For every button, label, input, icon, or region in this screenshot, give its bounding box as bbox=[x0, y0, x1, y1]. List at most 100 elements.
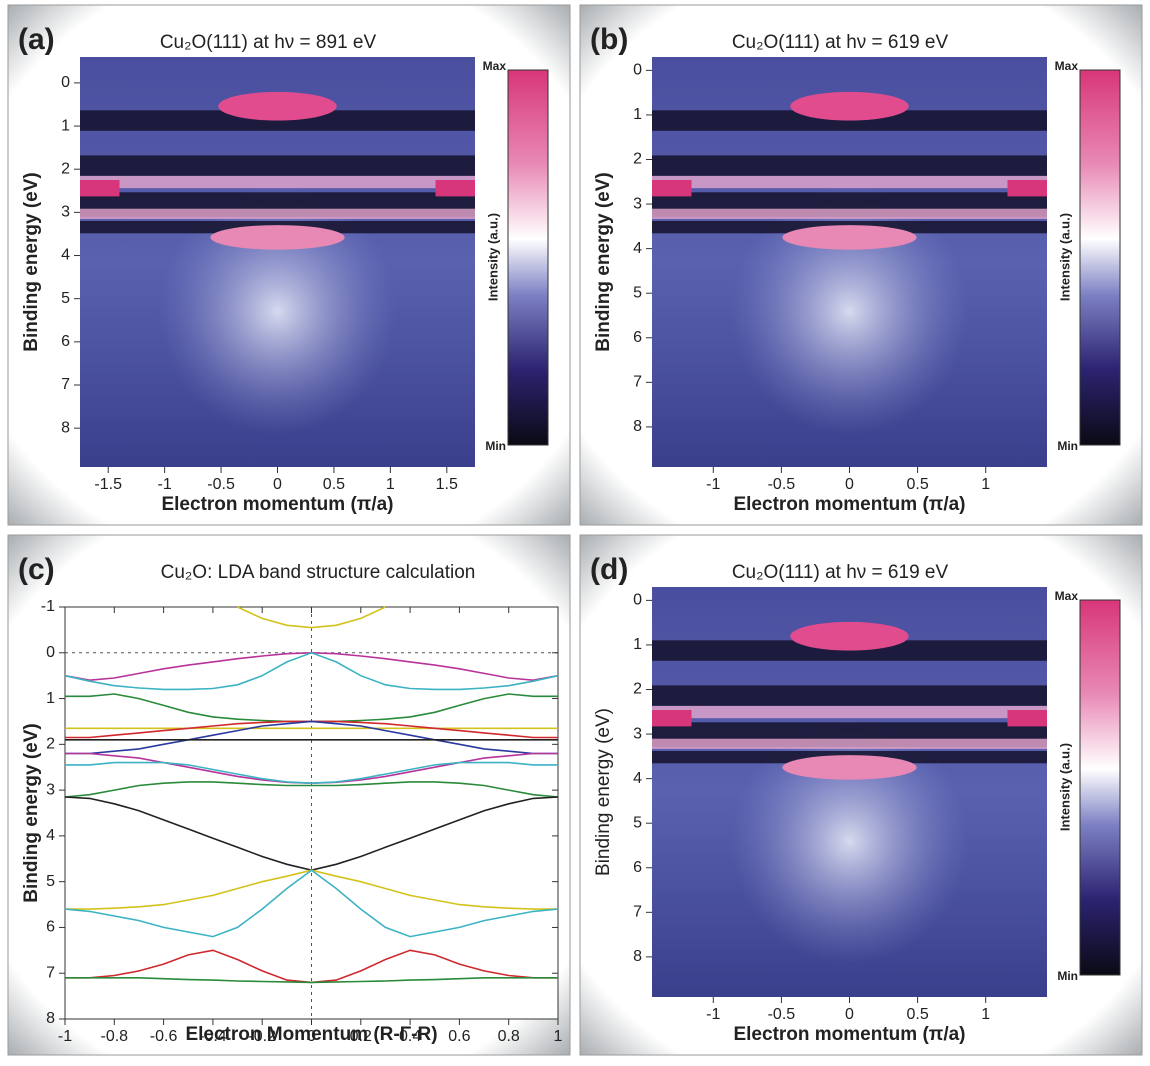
intensity-band bbox=[652, 705, 1047, 719]
y-tick-label: 8 bbox=[633, 418, 642, 435]
chart-title: Cu₂O(111) at hν = 619 eV bbox=[732, 32, 949, 53]
x-tick-label: 1.5 bbox=[436, 476, 458, 493]
panel-label: (c) bbox=[18, 553, 55, 586]
band-line bbox=[65, 761, 558, 785]
y-tick-label: 3 bbox=[46, 781, 55, 798]
intensity-glow bbox=[731, 188, 968, 435]
intensity-band bbox=[652, 155, 1047, 176]
x-tick-label: 1 bbox=[554, 1028, 563, 1045]
intensity-peak bbox=[80, 180, 120, 197]
intensity-peak bbox=[1007, 180, 1047, 197]
y-tick-label: 3 bbox=[633, 725, 642, 742]
x-tick-label: 0 bbox=[307, 1028, 316, 1045]
y-tick-label: 2 bbox=[61, 160, 70, 177]
band-line bbox=[64, 651, 559, 691]
colorbar-max-label: Max bbox=[1055, 59, 1079, 73]
colorbar-max-label: Max bbox=[1055, 589, 1079, 603]
y-tick-label: 4 bbox=[46, 827, 55, 844]
band-line bbox=[65, 977, 558, 984]
x-tick-label: 1 bbox=[981, 1006, 990, 1023]
panel: (b) Cu₂O(111) at hν = 619 eV Electron mome… bbox=[579, 4, 1143, 526]
y-tick-label: 1 bbox=[633, 106, 642, 123]
y-tick-label: 4 bbox=[61, 247, 70, 264]
panel: (a) Cu₂O(111) at hν = 891 eV Electron mome… bbox=[7, 4, 571, 526]
x-tick-label: 0.5 bbox=[323, 476, 345, 493]
intensity-glow bbox=[159, 188, 396, 435]
x-tick-label: -0.2 bbox=[248, 1028, 276, 1045]
y-tick-label: 8 bbox=[46, 1010, 55, 1027]
y-tick-label: 5 bbox=[46, 873, 55, 890]
y-tick-label: 7 bbox=[46, 964, 55, 981]
intensity-band bbox=[652, 685, 1047, 706]
x-tick-label: -1 bbox=[158, 476, 172, 493]
chart-title: Cu₂O(111) at hν = 891 eV bbox=[160, 32, 377, 53]
y-axis-label: Binding energy (eV) bbox=[593, 172, 614, 351]
colorbar-min-label: Min bbox=[1057, 969, 1078, 983]
y-tick-label: 0 bbox=[633, 592, 642, 609]
x-tick-label: -0.5 bbox=[768, 1006, 796, 1023]
y-tick-label: 0 bbox=[46, 644, 55, 661]
y-tick-label: 8 bbox=[633, 948, 642, 965]
x-tick-label: 0.5 bbox=[906, 476, 928, 493]
intensity-peak bbox=[782, 755, 917, 780]
y-tick-label: 7 bbox=[61, 376, 70, 393]
intensity-peak bbox=[782, 225, 917, 250]
y-axis-label: Binding energy (eV) bbox=[593, 708, 614, 876]
intensity-peak bbox=[435, 180, 475, 197]
intensity-band bbox=[652, 175, 1047, 189]
x-tick-label: -0.5 bbox=[768, 476, 796, 493]
y-tick-label: 4 bbox=[633, 240, 642, 257]
y-tick-label: 6 bbox=[633, 329, 642, 346]
x-tick-label: 0 bbox=[845, 1006, 854, 1023]
colorbar-label: Intensity (a.u.) bbox=[485, 213, 500, 301]
y-tick-label: 5 bbox=[633, 284, 642, 301]
y-tick-label: 7 bbox=[633, 904, 642, 921]
chart-title: Cu₂O(111) at hν = 619 eV bbox=[732, 562, 949, 583]
y-tick-label: 5 bbox=[633, 814, 642, 831]
intensity-band bbox=[652, 738, 1047, 749]
x-axis-label: Electron momentum (π/a) bbox=[733, 494, 965, 515]
x-tick-label: -1 bbox=[706, 476, 720, 493]
y-tick-label: 1 bbox=[633, 636, 642, 653]
x-tick-label: 1 bbox=[981, 476, 990, 493]
y-tick-label: 4 bbox=[633, 770, 642, 787]
panel-label: (d) bbox=[590, 553, 628, 586]
x-tick-label: 0.4 bbox=[399, 1028, 421, 1045]
y-axis-label: Binding energy (eV) bbox=[21, 172, 42, 351]
intensity-peak bbox=[652, 180, 692, 197]
intensity-band bbox=[652, 208, 1047, 219]
x-axis-label: Electron Momentum (R-Γ-R) bbox=[185, 1024, 437, 1045]
panel: (c) Cu₂O: LDA band structure calculation E… bbox=[7, 534, 571, 1056]
x-tick-label: 0.6 bbox=[448, 1028, 470, 1045]
panel: (d) Cu₂O(111) at hν = 619 eV Electron mome… bbox=[579, 534, 1143, 1056]
colorbar bbox=[1079, 69, 1121, 446]
x-tick-label: -1.5 bbox=[94, 476, 122, 493]
intensity-glow bbox=[731, 718, 968, 965]
x-axis-label: Electron momentum (π/a) bbox=[733, 1024, 965, 1045]
x-tick-label: 1 bbox=[386, 476, 395, 493]
x-tick-label: 0.8 bbox=[498, 1028, 520, 1045]
colorbar bbox=[507, 69, 549, 446]
y-tick-label: 1 bbox=[46, 690, 55, 707]
x-tick-label: -1 bbox=[706, 1006, 720, 1023]
intensity-peak bbox=[790, 91, 909, 121]
colorbar bbox=[1079, 599, 1121, 976]
colorbar-label: Intensity (a.u.) bbox=[1057, 743, 1072, 831]
intensity-peak bbox=[652, 710, 692, 727]
y-tick-label: 3 bbox=[61, 204, 70, 221]
x-tick-label: 0 bbox=[273, 476, 282, 493]
y-tick-label: 1 bbox=[61, 117, 70, 134]
panel-label: (b) bbox=[590, 23, 628, 56]
x-tick-label: -0.6 bbox=[150, 1028, 178, 1045]
y-axis-label: Binding energy (eV) bbox=[21, 723, 42, 902]
intensity-peak bbox=[790, 621, 909, 651]
x-tick-label: -0.8 bbox=[101, 1028, 129, 1045]
y-tick-label: 0 bbox=[61, 74, 70, 91]
colorbar-max-label: Max bbox=[483, 59, 507, 73]
x-axis-label: Electron momentum (π/a) bbox=[161, 494, 393, 515]
x-tick-label: -0.4 bbox=[199, 1028, 227, 1045]
x-tick-label: -1 bbox=[58, 1028, 72, 1045]
intensity-band bbox=[80, 110, 475, 131]
